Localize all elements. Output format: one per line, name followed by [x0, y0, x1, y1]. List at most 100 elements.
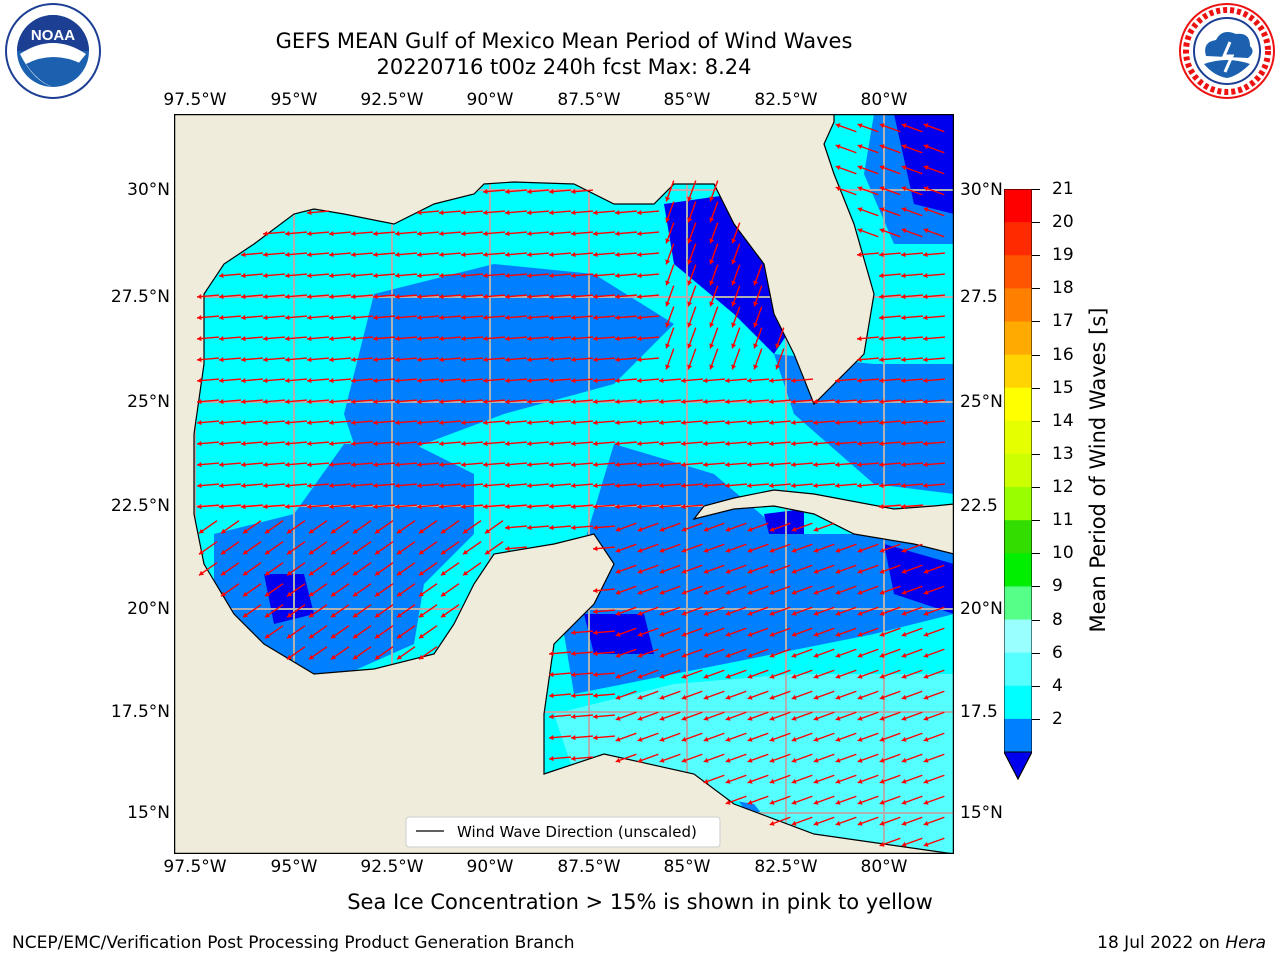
wave-direction-arrow — [900, 273, 924, 279]
wave-direction-arrow — [878, 504, 902, 510]
wave-direction-arrow — [306, 231, 330, 237]
wave-direction-arrow — [394, 336, 418, 342]
wave-direction-arrow — [681, 606, 703, 616]
wave-direction-arrow — [218, 441, 242, 447]
wave-direction-arrow — [747, 669, 769, 679]
wave-direction-arrow — [791, 585, 813, 595]
wave-direction-arrow — [394, 399, 418, 405]
lat-label-right: 20°N — [960, 599, 1003, 619]
wave-direction-arrow — [835, 753, 857, 763]
wave-direction-arrow — [922, 483, 946, 489]
wave-direction-arrow — [901, 711, 923, 721]
wave-direction-arrow — [709, 180, 719, 202]
wave-direction-arrow — [769, 606, 791, 616]
wave-direction-arrow — [813, 795, 835, 805]
wave-direction-arrow — [681, 564, 703, 574]
wave-direction-arrow — [306, 420, 330, 426]
wave-direction-arrow — [264, 541, 284, 555]
wave-direction-arrow — [438, 315, 462, 321]
wave-direction-arrow — [570, 420, 594, 426]
wave-direction-arrow — [592, 672, 616, 678]
wave-direction-arrow — [900, 357, 924, 363]
wave-direction-arrow — [681, 753, 703, 763]
wave-direction-arrow — [416, 504, 440, 510]
wave-direction-arrow — [725, 648, 747, 658]
colorbar-segment — [1004, 652, 1032, 687]
wave-direction-arrow — [570, 630, 594, 636]
wave-direction-arrow — [922, 441, 946, 447]
wind-wave-direction-arrows — [196, 123, 946, 847]
wave-direction-arrow — [396, 562, 416, 576]
wave-direction-arrow — [570, 672, 594, 678]
wave-direction-arrow — [416, 378, 440, 384]
wave-direction-arrow — [681, 543, 703, 553]
lat-label-right: 17.5 — [960, 702, 998, 722]
wave-direction-arrow — [504, 336, 528, 342]
wave-direction-arrow — [218, 399, 242, 405]
wave-direction-arrow — [637, 690, 659, 700]
wave-direction-arrow — [922, 420, 946, 426]
wave-direction-arrow — [709, 348, 719, 370]
wave-direction-arrow — [791, 795, 813, 805]
wave-direction-arrow — [262, 378, 286, 384]
wave-direction-arrow — [220, 562, 240, 576]
wave-direction-arrow — [592, 399, 616, 405]
wave-direction-arrow — [570, 252, 594, 258]
wave-direction-arrow — [526, 189, 550, 195]
wave-direction-arrow — [286, 625, 306, 639]
wave-direction-arrow — [658, 462, 682, 468]
wave-direction-arrow — [747, 774, 769, 784]
wave-direction-arrow — [592, 630, 616, 636]
wave-direction-arrow — [812, 399, 836, 405]
wave-direction-arrow — [570, 525, 594, 531]
wave-direction-arrow — [747, 606, 769, 616]
wave-direction-arrow — [901, 144, 923, 154]
wave-direction-arrow — [768, 399, 792, 405]
wave-direction-arrow — [286, 646, 306, 660]
wave-direction-arrow — [724, 378, 748, 384]
wave-direction-arrow — [592, 462, 616, 468]
colorbar-segment — [1004, 420, 1032, 455]
wave-direction-arrow — [284, 483, 308, 489]
wave-direction-arrow — [922, 357, 946, 363]
wave-direction-arrow — [879, 207, 901, 217]
wave-direction-arrow — [306, 210, 330, 216]
wave-direction-arrow — [418, 646, 438, 660]
wave-direction-arrow — [328, 273, 352, 279]
wave-direction-arrow — [262, 357, 286, 363]
wave-direction-arrow — [834, 462, 858, 468]
wave-direction-arrow — [813, 585, 835, 595]
wave-direction-arrow — [592, 735, 616, 741]
lon-label-top: 92.5°W — [360, 90, 424, 110]
colorbar-tick-mark — [1032, 321, 1040, 323]
wave-direction-arrow — [614, 315, 638, 321]
wave-direction-arrow — [857, 228, 879, 238]
wave-direction-arrow — [857, 753, 879, 763]
wave-direction-arrow — [284, 273, 308, 279]
wave-direction-arrow — [681, 711, 703, 721]
wave-direction-arrow — [460, 231, 484, 237]
wave-direction-arrow — [703, 774, 725, 784]
wave-direction-arrow — [813, 690, 835, 700]
wave-direction-arrow — [659, 543, 681, 553]
wave-direction-arrow — [352, 583, 372, 597]
wave-direction-arrow — [416, 357, 440, 363]
wave-direction-arrow — [791, 669, 813, 679]
wave-direction-arrow — [791, 648, 813, 658]
wave-direction-arrow — [703, 648, 725, 658]
wave-direction-arrow — [746, 483, 770, 489]
wave-direction-arrow — [665, 348, 675, 370]
wave-direction-arrow — [218, 378, 242, 384]
wave-direction-arrow — [658, 399, 682, 405]
wave-direction-arrow — [724, 441, 748, 447]
wave-direction-arrow — [440, 583, 460, 597]
wave-direction-arrow — [286, 562, 306, 576]
wave-direction-arrow — [240, 378, 264, 384]
wave-direction-arrow — [328, 483, 352, 489]
colorbar-tick-label: 18 — [1052, 278, 1074, 299]
wave-direction-arrow — [900, 420, 924, 426]
wave-direction-arrow — [856, 441, 880, 447]
colorbar-segment — [1004, 619, 1032, 654]
wave-direction-arrow — [286, 520, 306, 534]
wave-direction-arrow — [879, 144, 901, 154]
